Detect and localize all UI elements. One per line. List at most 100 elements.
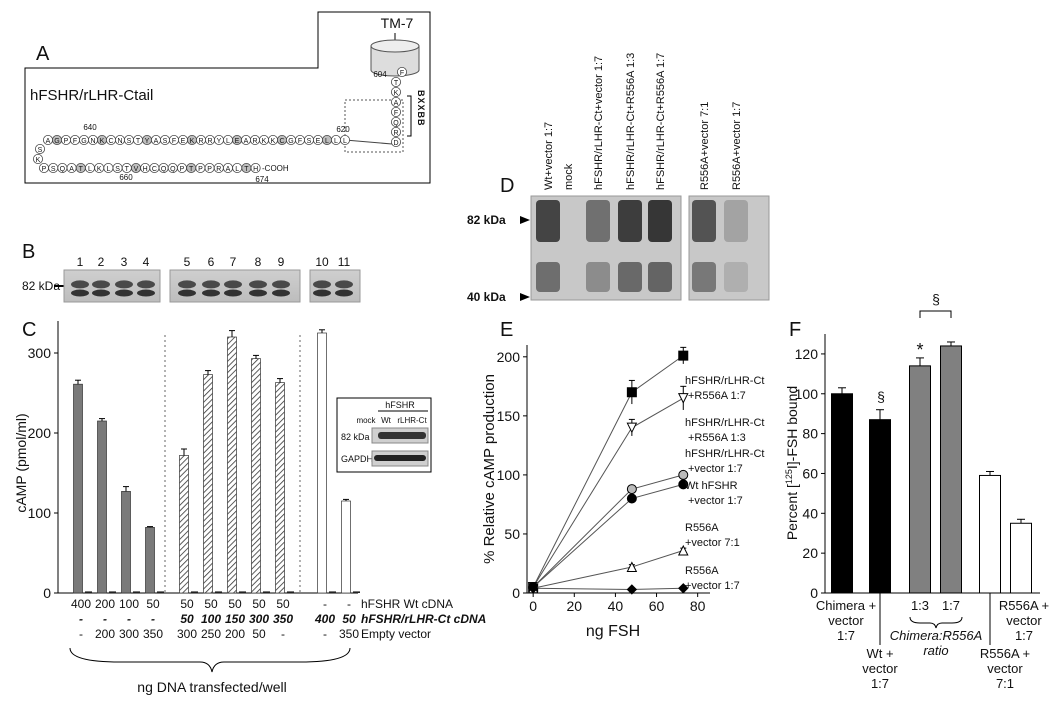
band <box>71 289 89 297</box>
table-cell: 50 <box>228 597 242 611</box>
band <box>115 280 133 289</box>
band <box>313 280 331 289</box>
annotation: § <box>877 389 885 405</box>
y-tick-label: 100 <box>28 505 52 521</box>
band <box>272 280 290 289</box>
residue-letter: F <box>394 110 398 117</box>
band <box>692 200 716 242</box>
table-cell: 350 <box>273 612 293 626</box>
residue-letter: D <box>393 140 398 147</box>
residue-letter: A <box>69 166 74 173</box>
band <box>378 432 426 439</box>
y-tick-label: 100 <box>795 386 819 402</box>
y-tick-label: 80 <box>802 426 818 442</box>
band <box>536 200 560 242</box>
table-cell: 50 <box>204 597 218 611</box>
table-cell: - <box>323 627 327 641</box>
residue-number: 620 <box>336 125 350 134</box>
lane-number: 11 <box>338 255 351 269</box>
line <box>533 587 684 590</box>
table-cell: 50 <box>180 612 194 626</box>
band <box>272 289 290 297</box>
series-label: R556A <box>685 565 719 577</box>
panel-frame <box>24 11 431 184</box>
table-cell: 50 <box>252 597 266 611</box>
basal-bar <box>85 591 92 593</box>
residue-letter: K <box>190 138 195 145</box>
residue <box>390 77 401 88</box>
residue-letter: P <box>180 166 185 173</box>
band <box>71 280 89 289</box>
basal-bar <box>239 591 246 593</box>
series-label: +vector 1:7 <box>688 463 743 475</box>
band <box>335 289 353 297</box>
lane-number: 6 <box>208 255 215 269</box>
x-tick-label: vector <box>828 613 864 628</box>
band <box>202 289 220 297</box>
residue <box>35 143 46 154</box>
residue-letter: Q <box>393 120 399 127</box>
panel-letter: F <box>789 319 801 341</box>
residue <box>396 67 407 78</box>
residue-letter: A <box>394 100 399 107</box>
residue-letter: L <box>343 138 347 145</box>
dashed-box <box>344 99 404 153</box>
band <box>249 289 267 297</box>
residue-letter: P <box>198 166 203 173</box>
band <box>618 262 642 292</box>
y-tick-label: 150 <box>497 408 521 424</box>
residue-number: 660 <box>119 173 133 182</box>
band <box>648 200 672 242</box>
residue-letter: K <box>97 166 102 173</box>
residue-letter: C <box>279 138 284 145</box>
series-label: Wt hFSHR <box>685 480 738 492</box>
band <box>692 262 716 292</box>
bar <box>317 332 327 594</box>
residue-letter: F <box>172 138 176 145</box>
mw-marker: 82 kDa <box>467 213 506 227</box>
panel-letter: B <box>22 241 35 263</box>
marker <box>677 393 689 404</box>
band <box>137 280 155 289</box>
band <box>313 289 331 297</box>
table-cell: 300 <box>119 627 139 641</box>
bar <box>251 358 261 594</box>
x-tick-label: R556A + <box>999 598 1049 613</box>
line <box>532 397 684 588</box>
bracket <box>919 310 952 318</box>
chain-link <box>344 139 393 145</box>
table-cell: 100 <box>119 597 139 611</box>
residue <box>339 134 350 145</box>
y-axis-label: % Relative cAMP production <box>481 374 498 564</box>
bar <box>979 474 1001 594</box>
bar <box>179 455 189 594</box>
table-cell: 200 <box>95 627 115 641</box>
inset-lane: Wt <box>381 416 392 425</box>
bar <box>341 500 351 594</box>
annotation: § <box>932 291 940 307</box>
residue-letter: E <box>181 138 186 145</box>
residue-letter: P <box>207 166 212 173</box>
y-tick-label: 0 <box>43 585 51 601</box>
marker <box>626 387 637 398</box>
basal-bar <box>263 591 270 593</box>
table-cell: - <box>79 612 83 626</box>
residue-letter: G <box>54 138 59 145</box>
cooh-label: -COOH <box>262 164 289 173</box>
lane-label: mock <box>563 163 575 190</box>
lane-label: Wt+vector 1:7 <box>543 122 555 190</box>
residue-letter: A <box>226 166 231 173</box>
tm-label: TM-7 <box>381 15 414 31</box>
row-label: Empty vector <box>361 627 431 641</box>
x-tick-label: 0 <box>529 598 537 614</box>
residue-letter: Y <box>217 138 222 145</box>
marker <box>677 544 689 556</box>
marker <box>626 422 638 434</box>
lane-label: R556A+vector 1:7 <box>731 102 743 190</box>
y-tick-label: 200 <box>28 425 52 441</box>
arrow-head <box>520 216 530 224</box>
residue-letter: R <box>198 138 203 145</box>
x-tick-label: 1:7 <box>837 628 855 643</box>
x-axis-label: ng FSH <box>586 623 640 640</box>
